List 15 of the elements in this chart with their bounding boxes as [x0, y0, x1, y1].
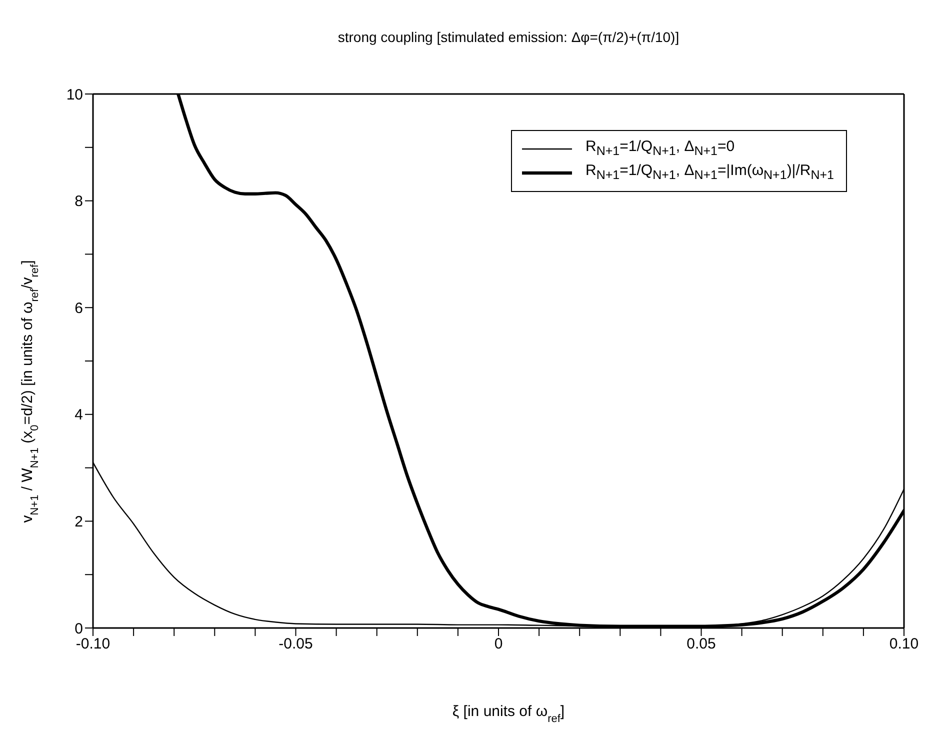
x-tick-label: -0.10 — [76, 636, 110, 653]
chart-title: strong coupling [stimulated emission: Δφ=(π/2)+(π/10)] — [338, 29, 680, 45]
y-tick-label: 2 — [74, 514, 83, 531]
y-tick-label: 4 — [74, 406, 83, 424]
legend-box: R$_{N+1}$=1/Q$_{N+1}$, Δ$_{N+1}$=0 R$_{N+1}$=1/Q$_{N+1}$, Δ$_{N+1}$=|Im(ω$_{N+1}$)|/R$_{N+1}$ — [510, 130, 847, 192]
x-tick-label: 0.10 — [889, 636, 919, 653]
x-tick-label: 0 — [494, 636, 503, 653]
x-axis-title: ξ [in units of ω$_{ref}$] — [452, 703, 565, 725]
x-tick-label: 0.05 — [686, 636, 716, 653]
y-tick-label: 6 — [74, 300, 83, 317]
legend-label: R$_{N+1}$=1/Q$_{N+1}$, Δ$_{N+1}$=0 — [586, 137, 735, 160]
x-tick-label: -0.05 — [278, 636, 313, 653]
y-tick-label: 10 — [66, 86, 83, 104]
y-tick-label: 8 — [74, 193, 83, 210]
y-tick-label: 0 — [74, 620, 83, 638]
